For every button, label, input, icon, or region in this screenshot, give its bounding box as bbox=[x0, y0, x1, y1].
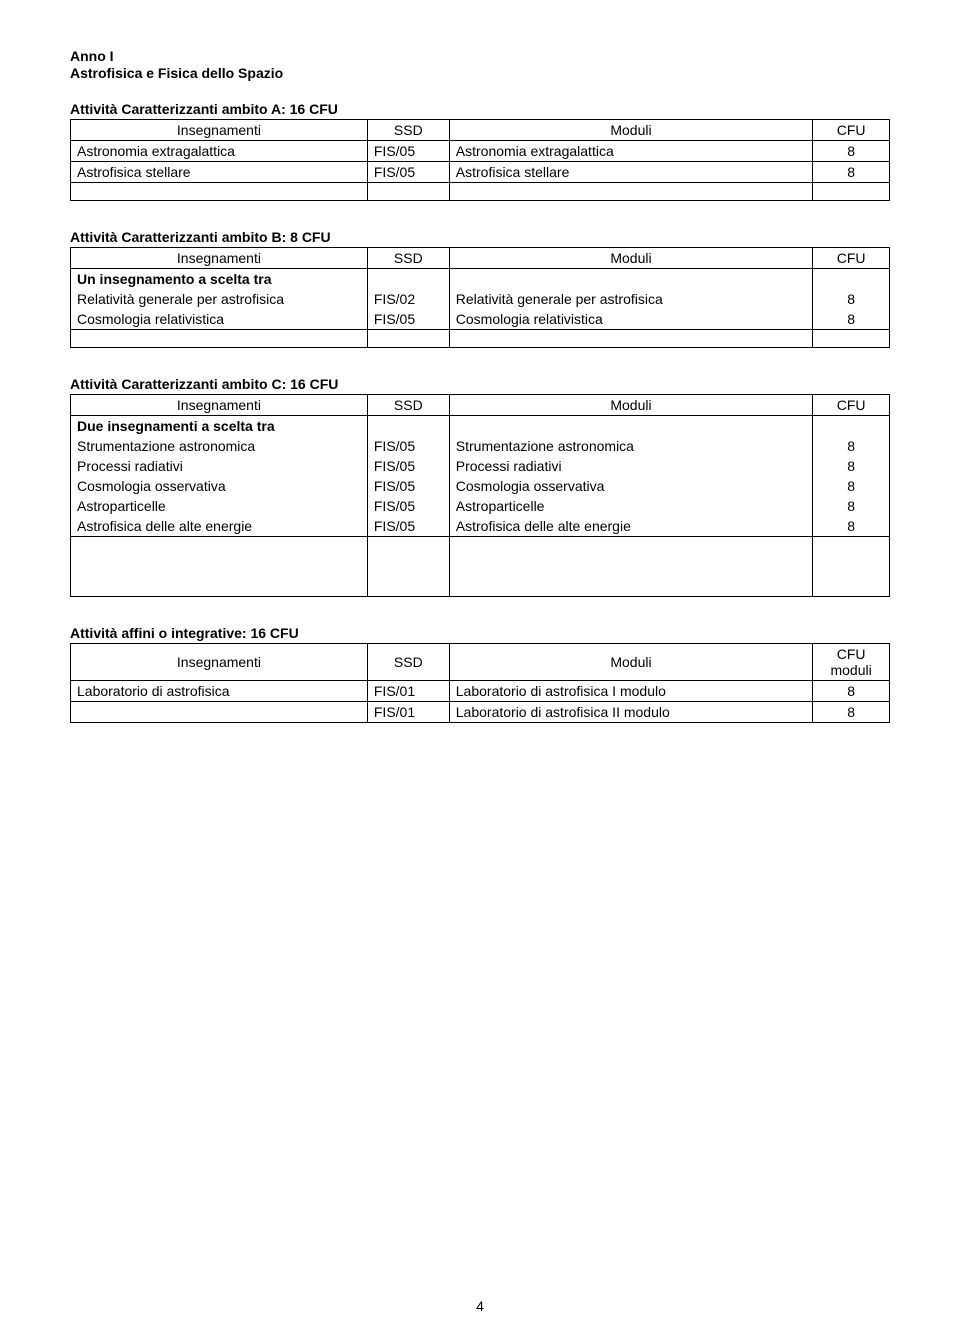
cell-cfu: 8 bbox=[813, 309, 890, 330]
cell-ssd: FIS/05 bbox=[367, 456, 449, 476]
cfu-text-1: CFU bbox=[837, 646, 866, 662]
cell-mod: Astrofisica delle alte energie bbox=[449, 516, 812, 537]
cell-mod: Strumentazione astronomica bbox=[449, 436, 812, 456]
cell-ins: Relatività generale per astrofisica bbox=[71, 289, 368, 309]
subhead-text: Un insegnamento a scelta tra bbox=[71, 269, 368, 290]
section-d-table: Insegnamenti SSD Moduli CFU moduli Labor… bbox=[70, 643, 890, 723]
subhead-row: Un insegnamento a scelta tra bbox=[71, 269, 890, 290]
cell-ins: Processi radiativi bbox=[71, 456, 368, 476]
cell-cfu: 8 bbox=[813, 141, 890, 162]
cell-ins: Strumentazione astronomica bbox=[71, 436, 368, 456]
header-year: Anno I bbox=[70, 48, 890, 64]
cell-ssd: FIS/05 bbox=[367, 496, 449, 516]
empty-row bbox=[71, 537, 890, 597]
cell-ssd: FIS/05 bbox=[367, 436, 449, 456]
section-c-title: Attività Caratterizzanti ambito C: 16 CF… bbox=[70, 376, 890, 392]
table-row: FIS/01 Laboratorio di astrofisica II mod… bbox=[71, 702, 890, 723]
table-header-row: Insegnamenti SSD Moduli CFU bbox=[71, 248, 890, 269]
cell-ssd: FIS/05 bbox=[367, 309, 449, 330]
empty-row bbox=[71, 330, 890, 348]
cell-ins: Astronomia extragalattica bbox=[71, 141, 368, 162]
page-header: Anno I Astrofisica e Fisica dello Spazio bbox=[70, 48, 890, 81]
section-a-title: Attività Caratterizzanti ambito A: 16 CF… bbox=[70, 101, 890, 117]
cell-cfu: 8 bbox=[813, 456, 890, 476]
table-row: Relatività generale per astrofisica FIS/… bbox=[71, 289, 890, 309]
cell-ins bbox=[71, 702, 368, 723]
cell-ins: Laboratorio di astrofisica bbox=[71, 681, 368, 702]
table-row: Processi radiativi FIS/05 Processi radia… bbox=[71, 456, 890, 476]
col-insegnamenti: Insegnamenti bbox=[71, 120, 368, 141]
table-row: Astroparticelle FIS/05 Astroparticelle 8 bbox=[71, 496, 890, 516]
cell-mod: Laboratorio di astrofisica I modulo bbox=[449, 681, 812, 702]
cell-cfu: 8 bbox=[813, 289, 890, 309]
cell-cfu: 8 bbox=[813, 496, 890, 516]
table-row: Astrofisica delle alte energie FIS/05 As… bbox=[71, 516, 890, 537]
table-header-row: Insegnamenti SSD Moduli CFU bbox=[71, 120, 890, 141]
col-insegnamenti: Insegnamenti bbox=[71, 395, 368, 416]
subhead-row: Due insegnamenti a scelta tra bbox=[71, 416, 890, 437]
cell-ssd: FIS/05 bbox=[367, 141, 449, 162]
col-moduli: Moduli bbox=[449, 120, 812, 141]
cell-ins: Astroparticelle bbox=[71, 496, 368, 516]
cell-mod: Astroparticelle bbox=[449, 496, 812, 516]
document-page: Anno I Astrofisica e Fisica dello Spazio… bbox=[0, 0, 960, 1342]
col-moduli: Moduli bbox=[449, 644, 812, 681]
table-row: Astronomia extragalattica FIS/05 Astrono… bbox=[71, 141, 890, 162]
table-header-row: Insegnamenti SSD Moduli CFU bbox=[71, 395, 890, 416]
cell-mod: Astronomia extragalattica bbox=[449, 141, 812, 162]
page-number: 4 bbox=[0, 1298, 960, 1314]
cell-cfu: 8 bbox=[813, 162, 890, 183]
cell-ins: Astrofisica delle alte energie bbox=[71, 516, 368, 537]
cell-ins: Cosmologia relativistica bbox=[71, 309, 368, 330]
col-cfu: CFU bbox=[813, 248, 890, 269]
cell-mod: Cosmologia osservativa bbox=[449, 476, 812, 496]
col-ssd: SSD bbox=[367, 395, 449, 416]
section-a-table: Insegnamenti SSD Moduli CFU Astronomia e… bbox=[70, 119, 890, 201]
col-ssd: SSD bbox=[367, 248, 449, 269]
section-d-title: Attività affini o integrative: 16 CFU bbox=[70, 625, 890, 641]
table-row: Cosmologia osservativa FIS/05 Cosmologia… bbox=[71, 476, 890, 496]
cell-ssd: FIS/02 bbox=[367, 289, 449, 309]
cell-mod: Astrofisica stellare bbox=[449, 162, 812, 183]
cell-mod: Relatività generale per astrofisica bbox=[449, 289, 812, 309]
cell-cfu: 8 bbox=[813, 436, 890, 456]
cell-mod: Laboratorio di astrofisica II modulo bbox=[449, 702, 812, 723]
cell-ssd: FIS/05 bbox=[367, 516, 449, 537]
col-cfu-moduli: CFU moduli bbox=[813, 644, 890, 681]
cfu-text-2: moduli bbox=[830, 662, 871, 678]
col-insegnamenti: Insegnamenti bbox=[71, 248, 368, 269]
cell-mod: Cosmologia relativistica bbox=[449, 309, 812, 330]
cell-cfu: 8 bbox=[813, 476, 890, 496]
cell-ssd: FIS/05 bbox=[367, 162, 449, 183]
col-cfu: CFU bbox=[813, 395, 890, 416]
col-ssd: SSD bbox=[367, 644, 449, 681]
col-insegnamenti: Insegnamenti bbox=[71, 644, 368, 681]
subhead-text: Due insegnamenti a scelta tra bbox=[71, 416, 368, 437]
col-moduli: Moduli bbox=[449, 395, 812, 416]
table-row: Astrofisica stellare FIS/05 Astrofisica … bbox=[71, 162, 890, 183]
header-course: Astrofisica e Fisica dello Spazio bbox=[70, 65, 890, 81]
cell-cfu: 8 bbox=[813, 681, 890, 702]
cell-mod: Processi radiativi bbox=[449, 456, 812, 476]
col-cfu: CFU bbox=[813, 120, 890, 141]
section-c-table: Insegnamenti SSD Moduli CFU Due insegnam… bbox=[70, 394, 890, 597]
table-header-row: Insegnamenti SSD Moduli CFU moduli bbox=[71, 644, 890, 681]
section-b-table: Insegnamenti SSD Moduli CFU Un insegname… bbox=[70, 247, 890, 348]
cell-ssd: FIS/01 bbox=[367, 702, 449, 723]
cell-cfu: 8 bbox=[813, 516, 890, 537]
empty-row bbox=[71, 183, 890, 201]
table-row: Strumentazione astronomica FIS/05 Strume… bbox=[71, 436, 890, 456]
section-b-title: Attività Caratterizzanti ambito B: 8 CFU bbox=[70, 229, 890, 245]
table-row: Cosmologia relativistica FIS/05 Cosmolog… bbox=[71, 309, 890, 330]
cell-ssd: FIS/01 bbox=[367, 681, 449, 702]
cell-ins: Cosmologia osservativa bbox=[71, 476, 368, 496]
cell-ssd: FIS/05 bbox=[367, 476, 449, 496]
cell-ins: Astrofisica stellare bbox=[71, 162, 368, 183]
col-moduli: Moduli bbox=[449, 248, 812, 269]
col-ssd: SSD bbox=[367, 120, 449, 141]
table-row: Laboratorio di astrofisica FIS/01 Labora… bbox=[71, 681, 890, 702]
cell-cfu: 8 bbox=[813, 702, 890, 723]
